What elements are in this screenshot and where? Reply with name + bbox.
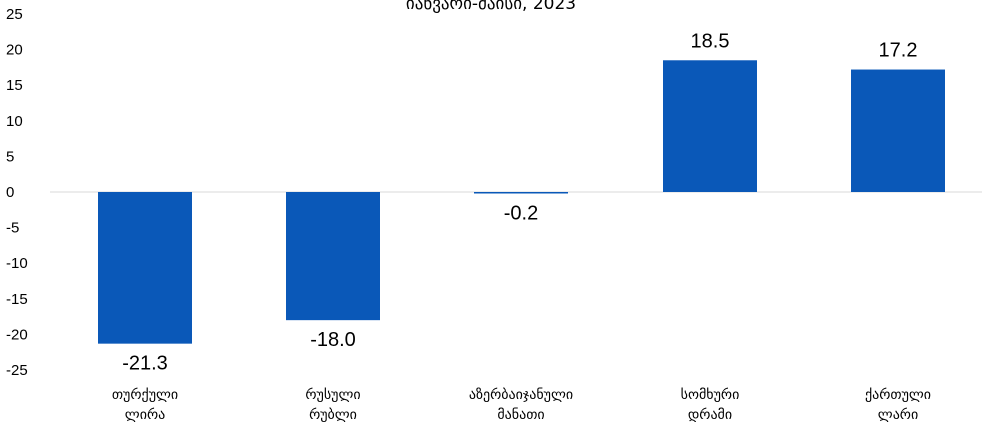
data-labels: -21.3 -18.0 -0.2 18.5 17.2 (122, 30, 917, 374)
bar (286, 192, 380, 321)
category-label: ლირა (125, 406, 165, 423)
y-tick-label: -20 (6, 326, 28, 343)
y-tick-label: 10 (6, 113, 23, 130)
bar (851, 69, 945, 192)
chart-title: იანვარი-მაისი, 2023 (406, 0, 576, 14)
y-tick-label: -5 (6, 220, 19, 237)
category-label: ქართული (865, 386, 931, 403)
category-label: რუსული (305, 386, 360, 403)
y-tick-label: -25 (6, 362, 28, 379)
y-tick-label: -15 (6, 291, 28, 308)
y-tick-label: 15 (6, 77, 23, 94)
category-label: რუბლი (309, 406, 357, 423)
y-tick-label: 0 (6, 184, 14, 201)
data-label: 17.2 (879, 40, 918, 62)
bars (98, 60, 945, 344)
category-labels: თურქული ლირა რუსული რუბლი აზერბაიჯანული მანათ… (112, 386, 931, 423)
y-axis-ticks: 25 20 15 10 5 0 -5 -10 -15 -20 -25 (6, 6, 28, 379)
bar (98, 192, 192, 344)
data-label: -0.2 (504, 202, 538, 224)
data-label: -21.3 (122, 353, 168, 375)
category-label: სომხური (681, 386, 740, 403)
category-label: დრამი (688, 406, 732, 423)
category-label: აზერბაიჯანული (469, 386, 573, 403)
category-label: ლარი (878, 406, 918, 423)
data-label: -18.0 (310, 329, 356, 351)
y-tick-label: 25 (6, 6, 23, 23)
data-label: 18.5 (691, 30, 730, 52)
bar (474, 192, 568, 194)
bar (663, 60, 757, 192)
y-tick-label: 20 (6, 42, 23, 59)
y-tick-label: 5 (6, 148, 14, 165)
category-label: თურქული (112, 386, 178, 403)
y-tick-label: -10 (6, 255, 28, 272)
category-label: მანათი (497, 407, 544, 423)
